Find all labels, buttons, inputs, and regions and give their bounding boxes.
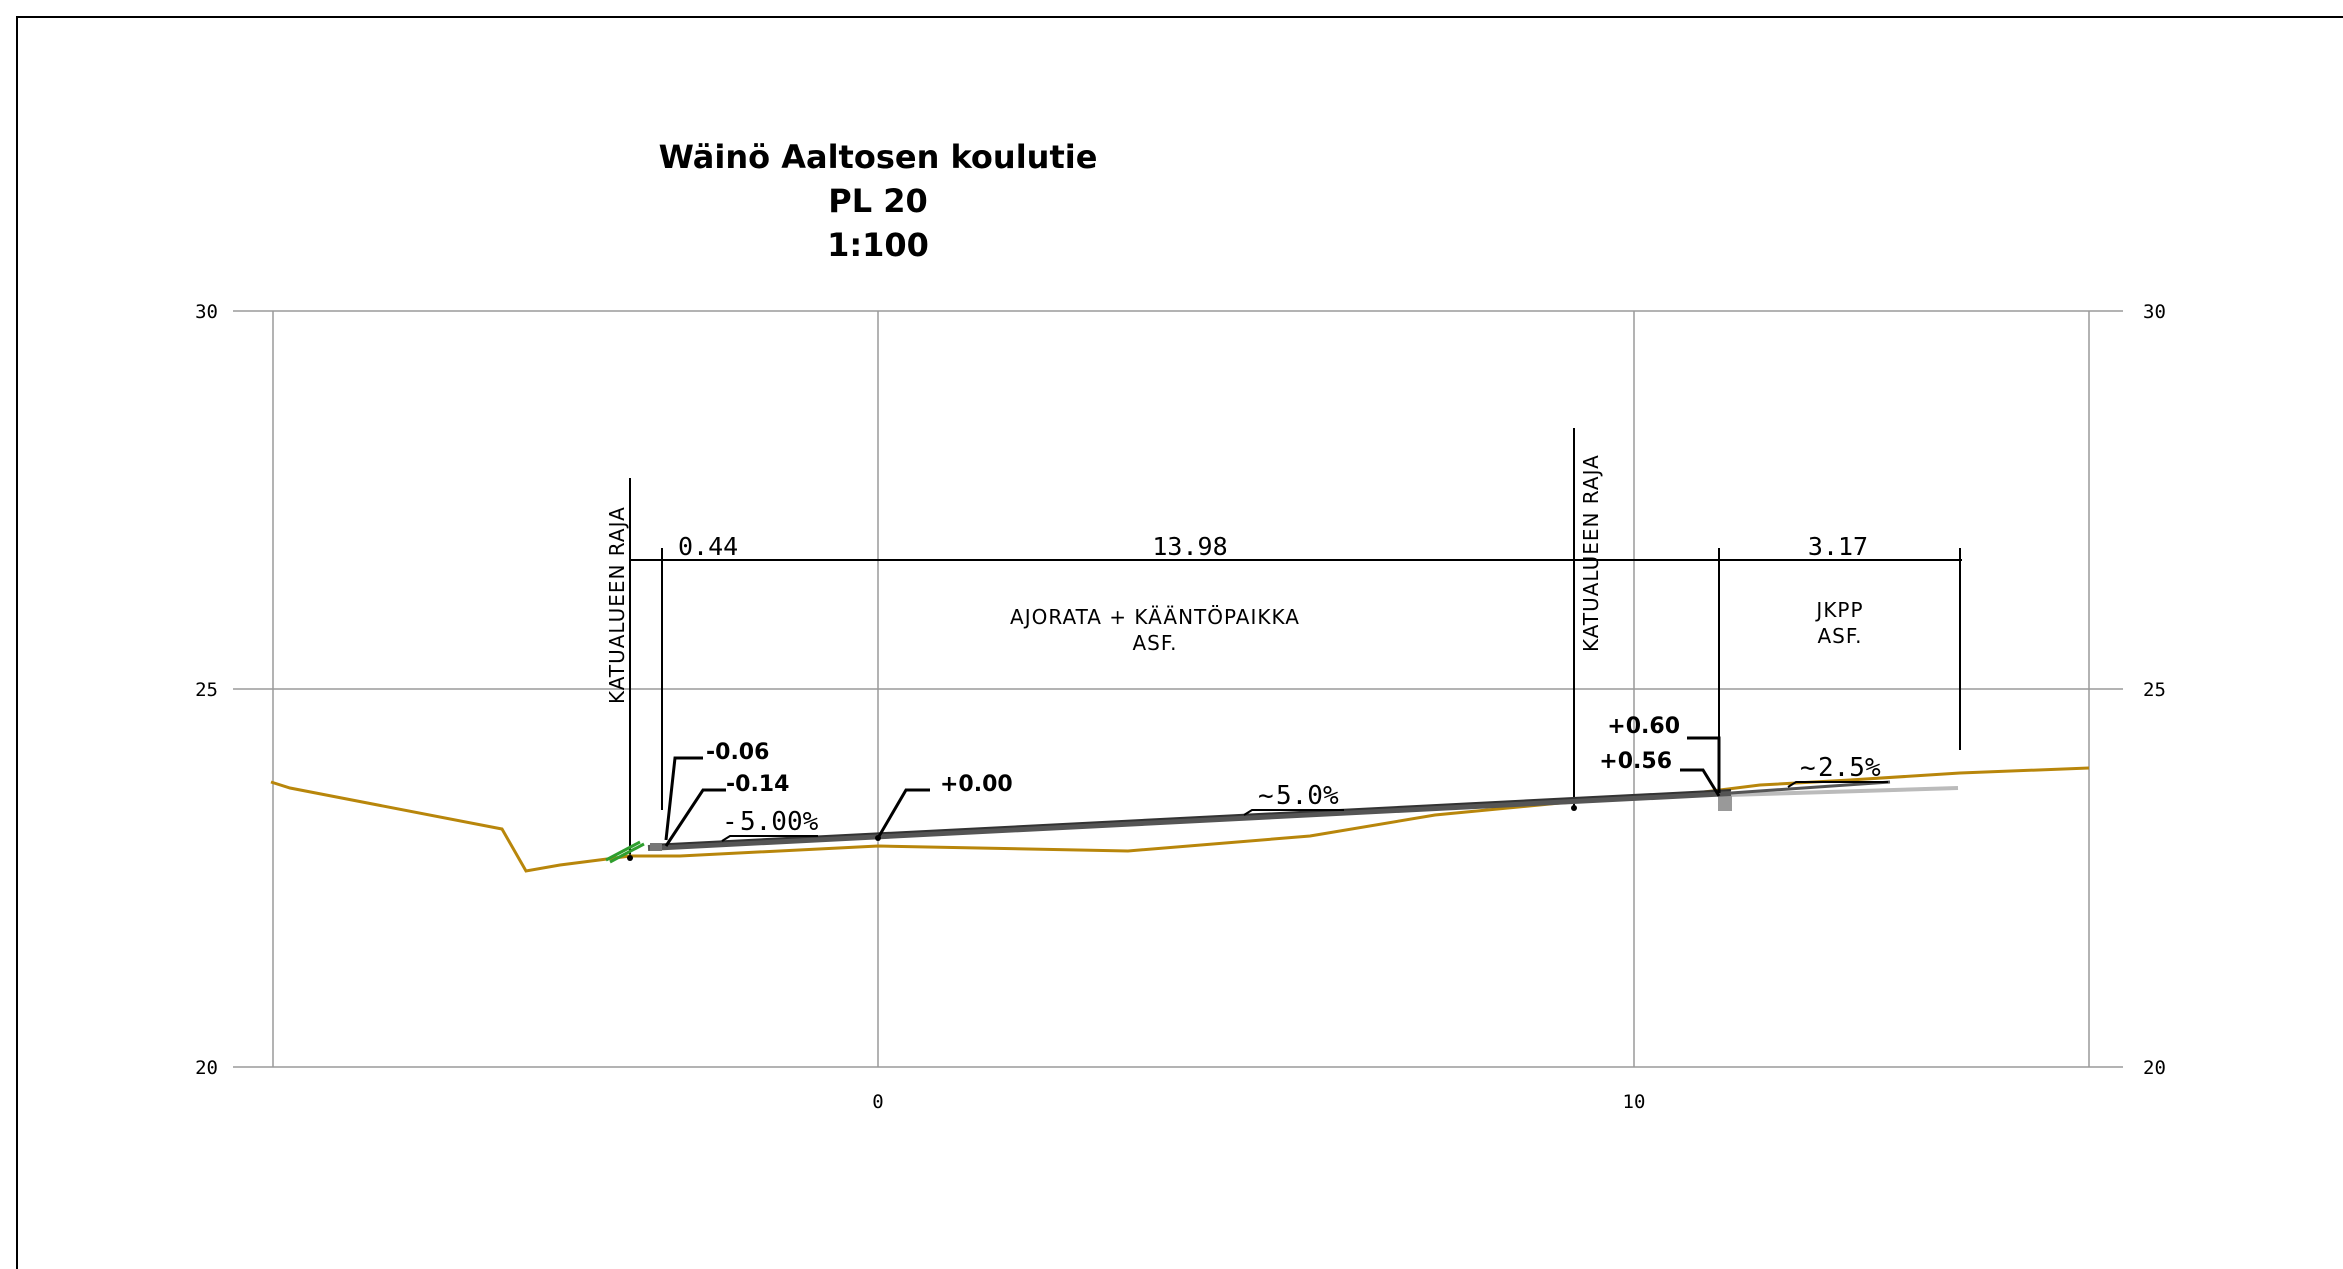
- road-surface-line: [647, 790, 1732, 851]
- leader-right-bottom: [1680, 768, 1721, 797]
- y-tick-left-20: 20: [195, 1057, 218, 1079]
- slope-path: 2.5%: [1818, 753, 1881, 783]
- slope-path-sign: ~: [1800, 753, 1816, 783]
- y-tick-right-20: 20: [2143, 1057, 2166, 1079]
- point-marker-center: [875, 835, 881, 841]
- x-tick-0: 0: [872, 1091, 883, 1113]
- y-tick-left-25: 25: [195, 679, 218, 701]
- dimension-line: [630, 548, 1962, 810]
- leader-left-bottom: [664, 788, 726, 847]
- existing-ground-line: [270, 766, 2090, 873]
- x-tick-10: 10: [1623, 1091, 1646, 1113]
- slope-road-sign: ~: [1258, 781, 1274, 811]
- height-center: +0.00: [940, 772, 1013, 797]
- point-marker-left: [627, 855, 633, 861]
- kerb-slope: [605, 840, 645, 864]
- y-tick-right-25: 25: [2143, 679, 2166, 701]
- slope-marker-path: [1787, 781, 1888, 788]
- kerb-block: [1718, 796, 1732, 811]
- height-left-bottom: -0.14: [726, 772, 789, 797]
- slope-marker-left: [721, 835, 818, 842]
- title-scale: 1:100: [827, 226, 929, 264]
- height-right-bottom: +0.56: [1599, 749, 1672, 774]
- path-subgrade-line: [1727, 786, 1959, 797]
- drawing-frame: [16, 16, 2343, 1269]
- boundary-label-right: KATUALUEEN RAJA: [1579, 454, 1603, 652]
- height-left-top: -0.06: [706, 740, 769, 765]
- slope-left: 5.00%: [740, 807, 819, 837]
- road-surface-highlight: [649, 789, 1732, 846]
- y-tick-right-30: 30: [2143, 301, 2166, 323]
- zone-road-label: AJORATA + KÄÄNTÖPAIKKA: [1010, 605, 1300, 629]
- leader-center: [876, 788, 930, 839]
- dimension-3-17: 3.17: [1808, 532, 1868, 561]
- y-tick-left-30: 30: [195, 301, 218, 323]
- slope-left-sign: -: [722, 807, 738, 837]
- height-right-top: +0.60: [1607, 714, 1680, 739]
- road-edge-marker: [650, 843, 662, 851]
- path-surface-line: [1730, 780, 1891, 795]
- zone-path-surface: ASF.: [1817, 624, 1862, 648]
- title-profile-number: PL 20: [828, 182, 928, 220]
- slope-marker-road: [1243, 809, 1344, 816]
- leader-right-top: [1687, 736, 1721, 793]
- boundary-label-left: KATUALUEEN RAJA: [605, 506, 629, 704]
- slope-road: 5.0%: [1276, 781, 1339, 811]
- height-leaders: [664, 736, 1721, 847]
- dimension-0-44: 0.44: [678, 532, 738, 561]
- zone-road-surface: ASF.: [1132, 631, 1177, 655]
- grid: [233, 310, 2123, 1068]
- slope-markers: [721, 781, 1888, 842]
- point-marker-right: [1571, 805, 1577, 811]
- title-street-name: Wäinö Aaltosen koulutie: [659, 138, 1098, 176]
- dimension-13-98: 13.98: [1152, 532, 1227, 561]
- zone-path-label: JKPP: [1814, 598, 1863, 622]
- leader-left-top: [664, 756, 703, 841]
